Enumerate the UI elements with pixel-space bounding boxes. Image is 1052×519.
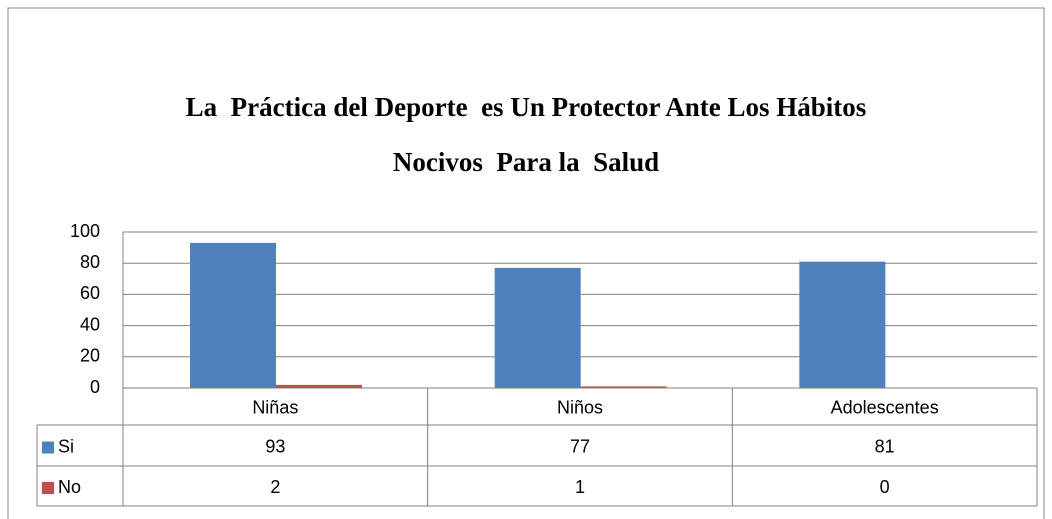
bar	[494, 267, 581, 388]
table-value: 1	[575, 477, 585, 497]
y-tick-label: 80	[80, 252, 100, 272]
chart-title: La Práctica del Deporte es Un Protector …	[186, 92, 867, 122]
legend-key	[42, 441, 54, 454]
chart-title: Nocivos Para la Salud	[393, 147, 659, 177]
bar	[799, 261, 886, 388]
bar	[276, 384, 362, 388]
table-value: 81	[875, 436, 895, 456]
table-value: 0	[880, 477, 890, 497]
y-tick-label: 100	[70, 221, 100, 241]
y-tick-label: 40	[80, 314, 100, 334]
table-value: 2	[270, 477, 280, 497]
bar	[580, 386, 667, 388]
legend-key	[42, 482, 54, 494]
x-tick-label: Niños	[557, 397, 603, 417]
legend-label: No	[58, 477, 81, 497]
y-tick-label: 0	[90, 377, 100, 397]
y-tick-label: 20	[80, 346, 100, 366]
legend-label: Si	[58, 436, 74, 456]
table-value: 93	[265, 436, 285, 456]
x-tick-label: Niñas	[252, 397, 298, 417]
y-tick-label: 60	[80, 283, 100, 303]
x-tick-label: Adolescentes	[831, 397, 939, 417]
bar	[190, 242, 276, 388]
table-value: 77	[570, 436, 590, 456]
